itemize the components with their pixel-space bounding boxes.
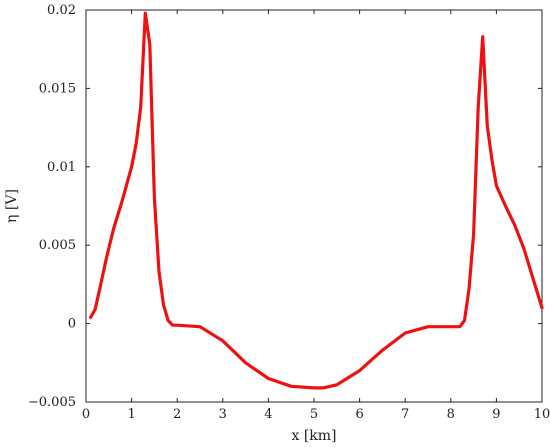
x-tick-label: 3 xyxy=(219,407,227,422)
x-tick-label: 6 xyxy=(355,407,363,422)
x-tick-label: 4 xyxy=(264,407,272,422)
y-tick-label: −0.005 xyxy=(28,395,76,410)
y-axis-label: η [V] xyxy=(4,189,20,223)
x-tick-label: 0 xyxy=(82,407,90,422)
x-axis-ticks: 0 1 2 3 4 5 6 7 8 9 10 xyxy=(82,10,550,422)
x-tick-label: 5 xyxy=(310,407,318,422)
x-tick-label: 9 xyxy=(492,407,500,422)
x-tick-label: 8 xyxy=(447,407,455,422)
x-axis-label: x [km] xyxy=(291,428,336,444)
y-tick-label: 0.015 xyxy=(39,81,76,96)
series-layer xyxy=(89,11,544,390)
x-tick-label: 1 xyxy=(127,407,135,422)
x-tick-label: 2 xyxy=(173,407,181,422)
x-tick-label: 7 xyxy=(401,407,409,422)
y-tick-label: 0 xyxy=(68,317,76,332)
series-line xyxy=(89,11,544,390)
x-tick-label: 10 xyxy=(534,407,550,422)
y-tick-label: 0.01 xyxy=(47,160,76,175)
y-tick-label: 0.005 xyxy=(39,238,76,253)
y-tick-label: 0.02 xyxy=(47,3,76,18)
y-axis-ticks: −0.005 0 0.005 0.01 0.015 0.02 xyxy=(28,3,542,410)
